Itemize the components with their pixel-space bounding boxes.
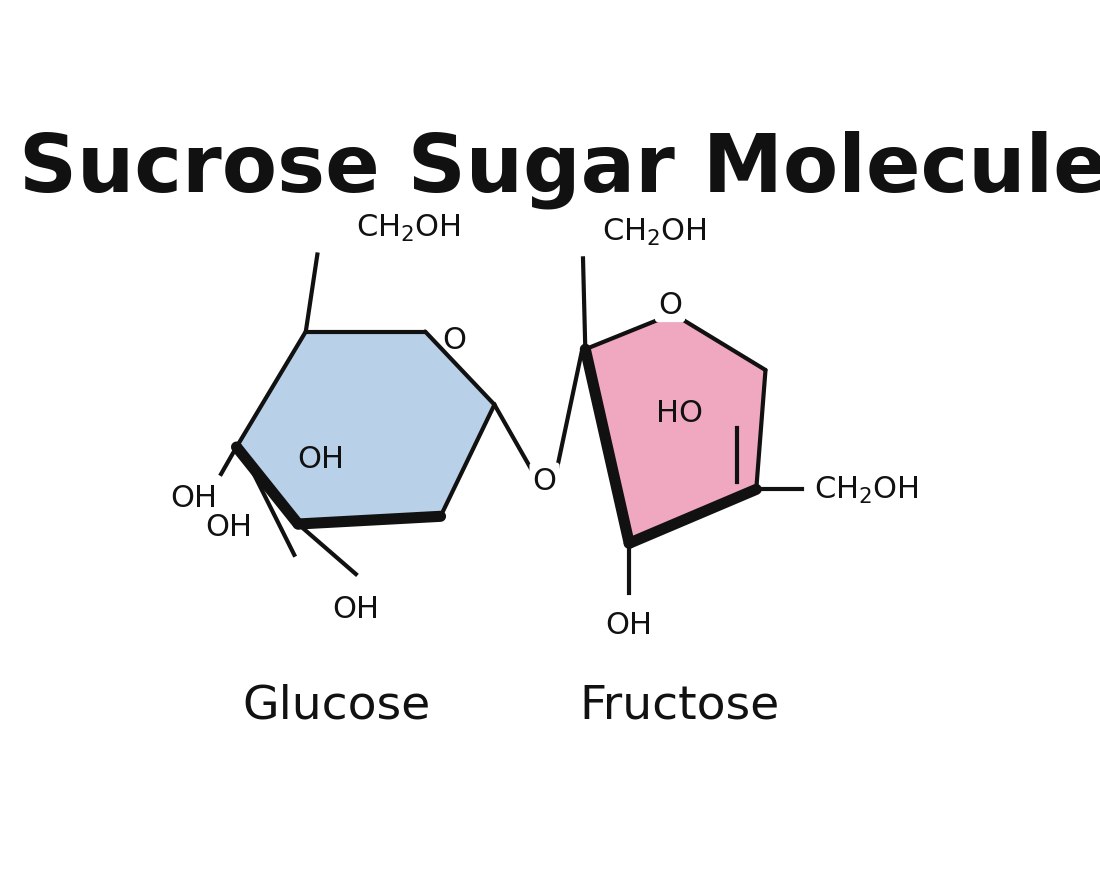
Text: CH$_2$OH: CH$_2$OH (603, 217, 707, 247)
Text: OH: OH (170, 483, 218, 512)
Text: OH: OH (606, 610, 652, 638)
Polygon shape (236, 332, 495, 524)
Text: OH: OH (332, 595, 380, 624)
Text: O: O (658, 291, 682, 320)
Text: Fructose: Fructose (579, 682, 780, 728)
Text: CH$_2$OH: CH$_2$OH (356, 213, 461, 244)
Text: O: O (532, 466, 557, 495)
Text: Sucrose Sugar Molecule: Sucrose Sugar Molecule (20, 131, 1100, 209)
Text: CH$_2$OH: CH$_2$OH (814, 474, 918, 505)
Text: HO: HO (656, 398, 703, 427)
Text: O: O (442, 325, 466, 354)
Text: OH: OH (298, 445, 344, 474)
Polygon shape (585, 315, 766, 544)
Text: Glucose: Glucose (242, 682, 431, 728)
Text: OH: OH (206, 512, 252, 541)
